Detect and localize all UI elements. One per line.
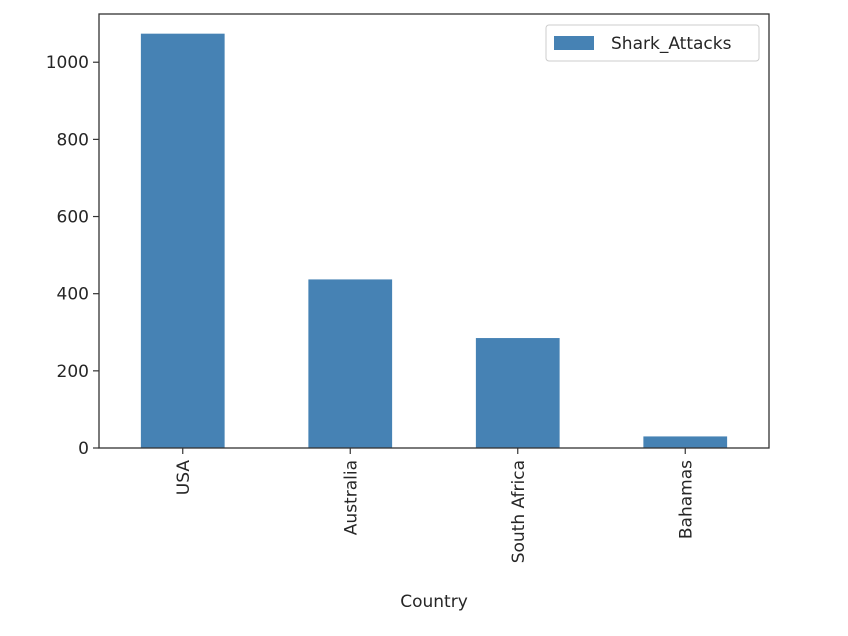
bar-australia xyxy=(308,279,393,448)
y-tick-label: 0 xyxy=(78,439,89,459)
legend-label: Shark_Attacks xyxy=(611,34,732,54)
legend-swatch xyxy=(554,36,594,50)
x-axis-title: Country xyxy=(400,592,468,612)
x-tick-label: Australia xyxy=(341,460,361,535)
x-tick-label: Bahamas xyxy=(676,460,696,539)
y-tick-label: 200 xyxy=(57,362,89,382)
bars-layer xyxy=(140,33,728,448)
x-tick-label: South Africa xyxy=(509,460,529,563)
y-tick-label: 400 xyxy=(57,285,89,305)
x-axis: USA Australia South Africa Bahamas xyxy=(174,448,696,563)
plot-frame xyxy=(98,13,770,449)
bar-usa xyxy=(140,33,225,448)
legend-frame xyxy=(545,24,760,62)
y-tick-label: 600 xyxy=(57,208,89,228)
y-axis: 0 200 400 600 800 1000 xyxy=(46,53,99,459)
x-tick-label: USA xyxy=(174,460,194,496)
legend: Shark_Attacks xyxy=(545,24,760,62)
y-tick-label: 1000 xyxy=(46,53,89,73)
y-tick-label: 800 xyxy=(57,130,89,150)
bar-bahamas xyxy=(643,436,728,448)
bar-south-africa xyxy=(475,338,560,448)
